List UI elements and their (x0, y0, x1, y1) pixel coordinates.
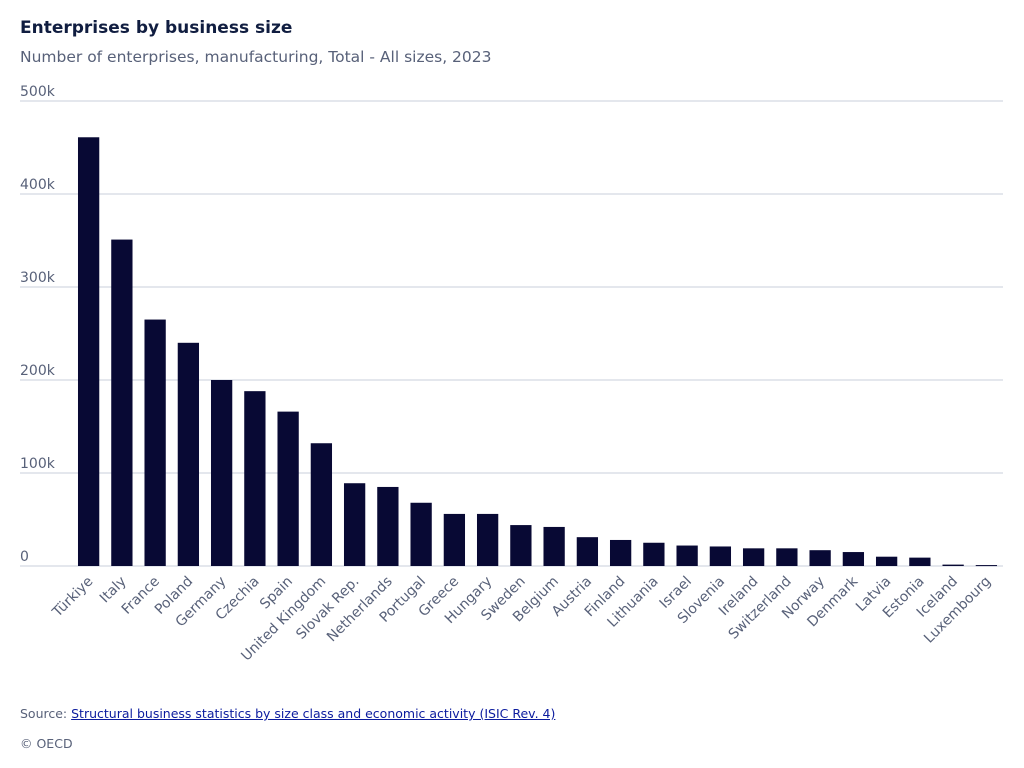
bar[interactable] (210, 380, 233, 566)
gridlines (20, 100, 1003, 567)
chart-subtitle: Number of enterprises, manufacturing, To… (20, 48, 492, 66)
bar[interactable] (476, 513, 499, 566)
y-tick-label: 300k (20, 270, 56, 286)
x-axis-ticks: Türkiye ItalyFrancePolandGermanyCzechiaSp… (49, 573, 994, 664)
source-note: Source: Structural business statistics b… (20, 706, 555, 721)
bar[interactable] (310, 443, 333, 566)
bar[interactable] (609, 539, 632, 566)
y-tick-label: 500k (20, 84, 56, 100)
x-tick-label: Türkiye (49, 574, 96, 621)
bar[interactable] (77, 137, 100, 566)
bar[interactable] (277, 411, 299, 566)
bars (77, 137, 998, 567)
bar[interactable] (343, 483, 366, 566)
y-tick-label: 0 (20, 549, 29, 565)
bar[interactable] (742, 548, 765, 566)
bar[interactable] (842, 552, 865, 566)
y-tick-label: 200k (20, 363, 56, 379)
bar[interactable] (443, 513, 466, 566)
bar[interactable] (809, 550, 831, 566)
bar-chart: 0 100k 200k 300k 400k 500k Türkiye ItalyFrance… (20, 84, 1003, 664)
y-axis-ticks: 0 100k 200k 300k 400k 500k (20, 84, 56, 565)
bar[interactable] (709, 546, 732, 566)
copyright: © OECD (20, 736, 73, 751)
bar[interactable] (144, 319, 166, 566)
bar[interactable] (377, 486, 399, 566)
bar[interactable] (576, 537, 599, 566)
bar[interactable] (643, 542, 665, 566)
bar[interactable] (244, 391, 266, 566)
y-tick-label: 400k (20, 177, 56, 193)
bar[interactable] (975, 565, 998, 567)
bar[interactable] (942, 564, 964, 566)
bar[interactable] (676, 545, 698, 566)
bar[interactable] (776, 548, 798, 566)
bar[interactable] (111, 239, 133, 566)
bar[interactable] (510, 525, 532, 566)
bar[interactable] (875, 556, 898, 566)
y-tick-label: 100k (20, 456, 56, 472)
bar[interactable] (410, 502, 432, 566)
source-prefix: Source: (20, 706, 72, 721)
bar[interactable] (543, 526, 565, 566)
chart-title: Enterprises by business size (20, 18, 293, 38)
source-link[interactable]: Structural business statistics by size c… (71, 706, 556, 721)
bar[interactable] (177, 342, 200, 566)
bar[interactable] (909, 557, 931, 566)
